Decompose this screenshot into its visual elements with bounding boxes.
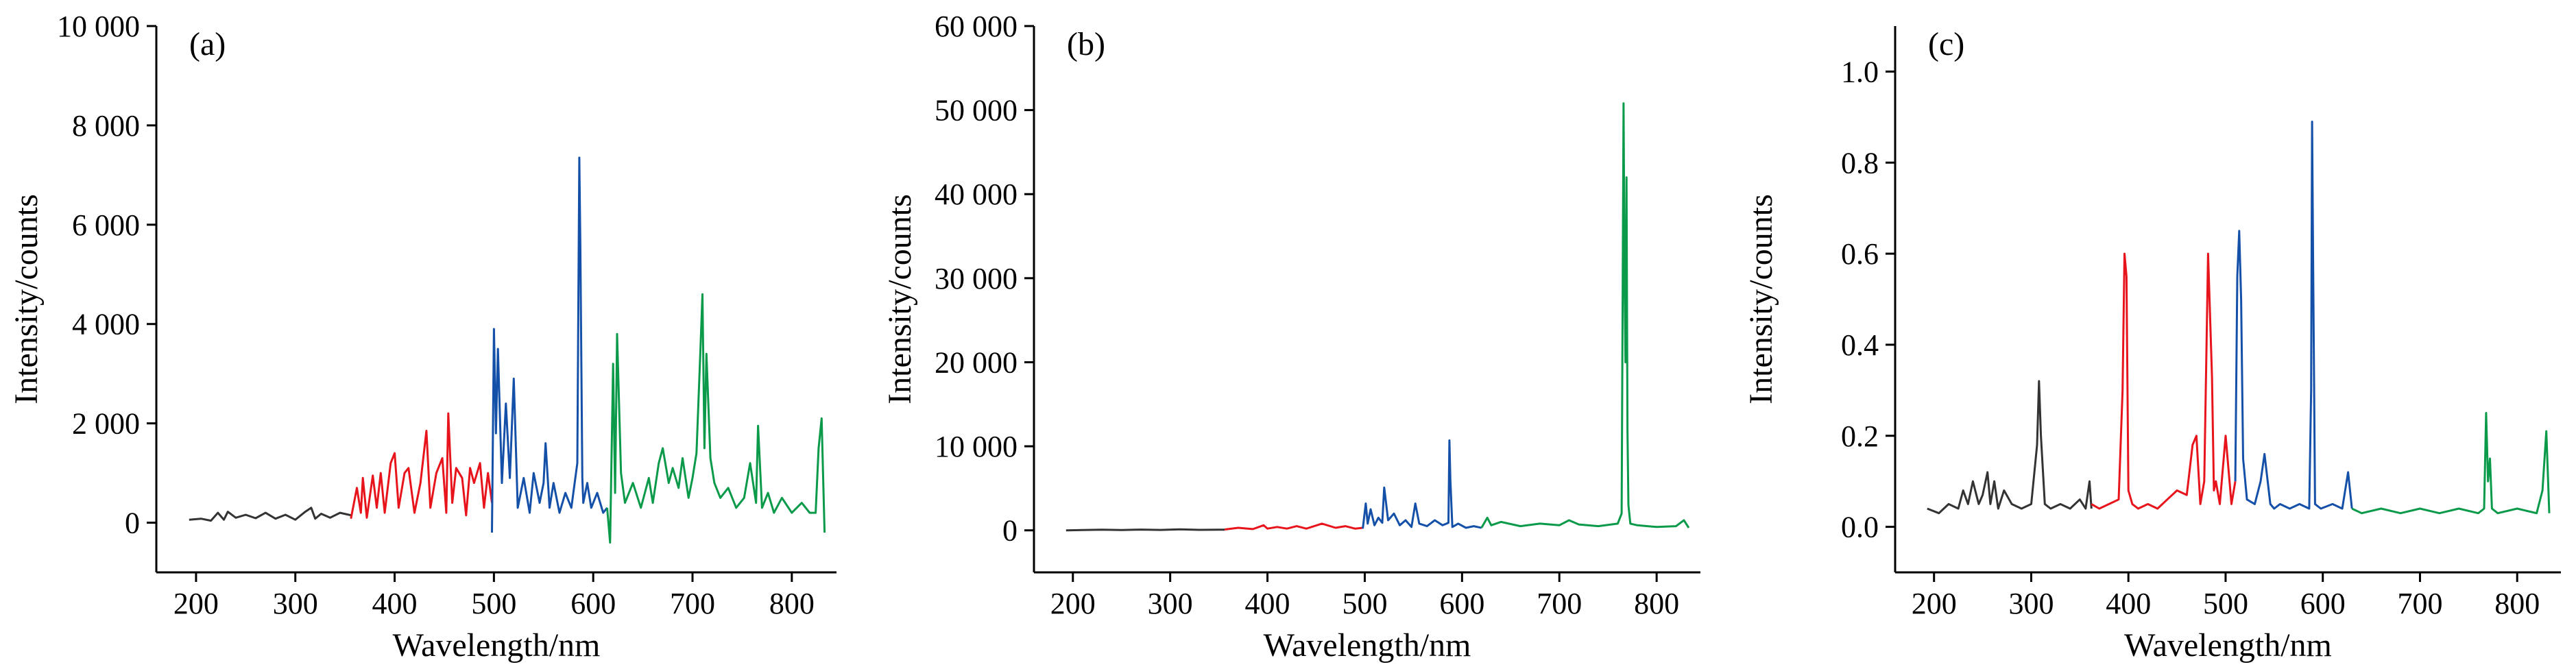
x-tick-label: 800 <box>1634 587 1679 620</box>
y-tick-label: 0.0 <box>1841 511 1879 544</box>
series-line-1 <box>189 507 352 522</box>
x-tick-label: 400 <box>2106 587 2151 620</box>
y-tick-label: 30 000 <box>935 262 1018 295</box>
series-line-4 <box>2351 412 2551 515</box>
x-tick-label: 500 <box>1342 587 1387 620</box>
x-tick-label: 600 <box>1439 587 1484 620</box>
panel-label: (a) <box>189 26 226 62</box>
y-tick-label: 6 000 <box>72 208 140 242</box>
y-tick-label: 60 000 <box>935 10 1018 43</box>
series-line-3 <box>1362 439 1482 529</box>
x-tick-label: 700 <box>2397 587 2442 620</box>
panel-label: (c) <box>1928 26 1964 62</box>
series-line-2 <box>350 412 493 519</box>
y-tick-label: 4 000 <box>72 308 140 341</box>
y-tick-label: 40 000 <box>935 178 1018 211</box>
y-tick-label: 10 000 <box>935 430 1018 463</box>
x-tick-label: 300 <box>1148 587 1193 620</box>
x-tick-label: 200 <box>1050 587 1096 620</box>
y-axis-title: Intensity/counts <box>1743 194 1779 404</box>
x-tick-label: 500 <box>471 587 516 620</box>
x-tick-label: 400 <box>1245 587 1290 620</box>
x-tick-label: 600 <box>2300 587 2346 620</box>
x-axis-title: Wavelength/nm <box>1264 627 1471 664</box>
y-tick-label: 0.4 <box>1841 328 1879 362</box>
y-tick-label: 0.6 <box>1841 237 1879 271</box>
x-tick-label: 800 <box>769 587 815 620</box>
chart-panel-2: 0 10 000 20 000 30 000 40 000 50 000 60 000 200… <box>882 10 1700 664</box>
x-tick-label: 400 <box>372 587 418 620</box>
y-tick-label: 1.0 <box>1841 55 1879 88</box>
series-line-4 <box>606 293 826 544</box>
y-tick-label: 8 000 <box>72 109 140 143</box>
panel-label: (b) <box>1067 26 1105 62</box>
chart-panel-3: 0.0 0.2 0.4 0.6 0.8 1.0 200 300 400 500 600 700 800 W… <box>1743 26 2561 664</box>
series-line-3 <box>491 156 608 533</box>
y-tick-label: 10 000 <box>57 10 140 43</box>
y-axis-title: Intensity/counts <box>882 194 918 404</box>
x-axis-title: Wavelength/nm <box>2124 627 2332 664</box>
x-tick-label: 700 <box>1537 587 1582 620</box>
y-tick-label: 20 000 <box>935 345 1018 379</box>
x-tick-label: 500 <box>2203 587 2248 620</box>
y-tick-label: 0 <box>1002 514 1018 548</box>
x-tick-label: 700 <box>670 587 715 620</box>
x-tick-label: 200 <box>1912 587 1957 620</box>
y-tick-label: 2 000 <box>72 407 140 441</box>
x-tick-label: 200 <box>173 587 219 620</box>
series-line-3 <box>2234 121 2353 510</box>
y-tick-label: 0.8 <box>1841 146 1879 180</box>
y-tick-label: 0 <box>125 507 140 540</box>
y-tick-label: 50 000 <box>935 94 1018 127</box>
x-axis-title: Wavelength/nm <box>393 627 601 664</box>
x-tick-label: 300 <box>273 587 318 620</box>
series-line-2 <box>2091 252 2237 510</box>
x-tick-label: 300 <box>2008 587 2054 620</box>
y-axis-title: Intensity/counts <box>8 194 45 404</box>
series-line-2 <box>1224 522 1363 531</box>
chart-panel-1: 0 2 000 4 000 6 000 8 000 10 000 200 300 400 500 6… <box>8 10 836 664</box>
series-line-1 <box>1066 528 1225 532</box>
x-tick-label: 600 <box>570 587 616 620</box>
y-tick-label: 0.2 <box>1841 419 1879 453</box>
x-tick-label: 800 <box>2494 587 2540 620</box>
series-line-1 <box>1927 380 2093 515</box>
series-line-4 <box>1480 102 1690 528</box>
